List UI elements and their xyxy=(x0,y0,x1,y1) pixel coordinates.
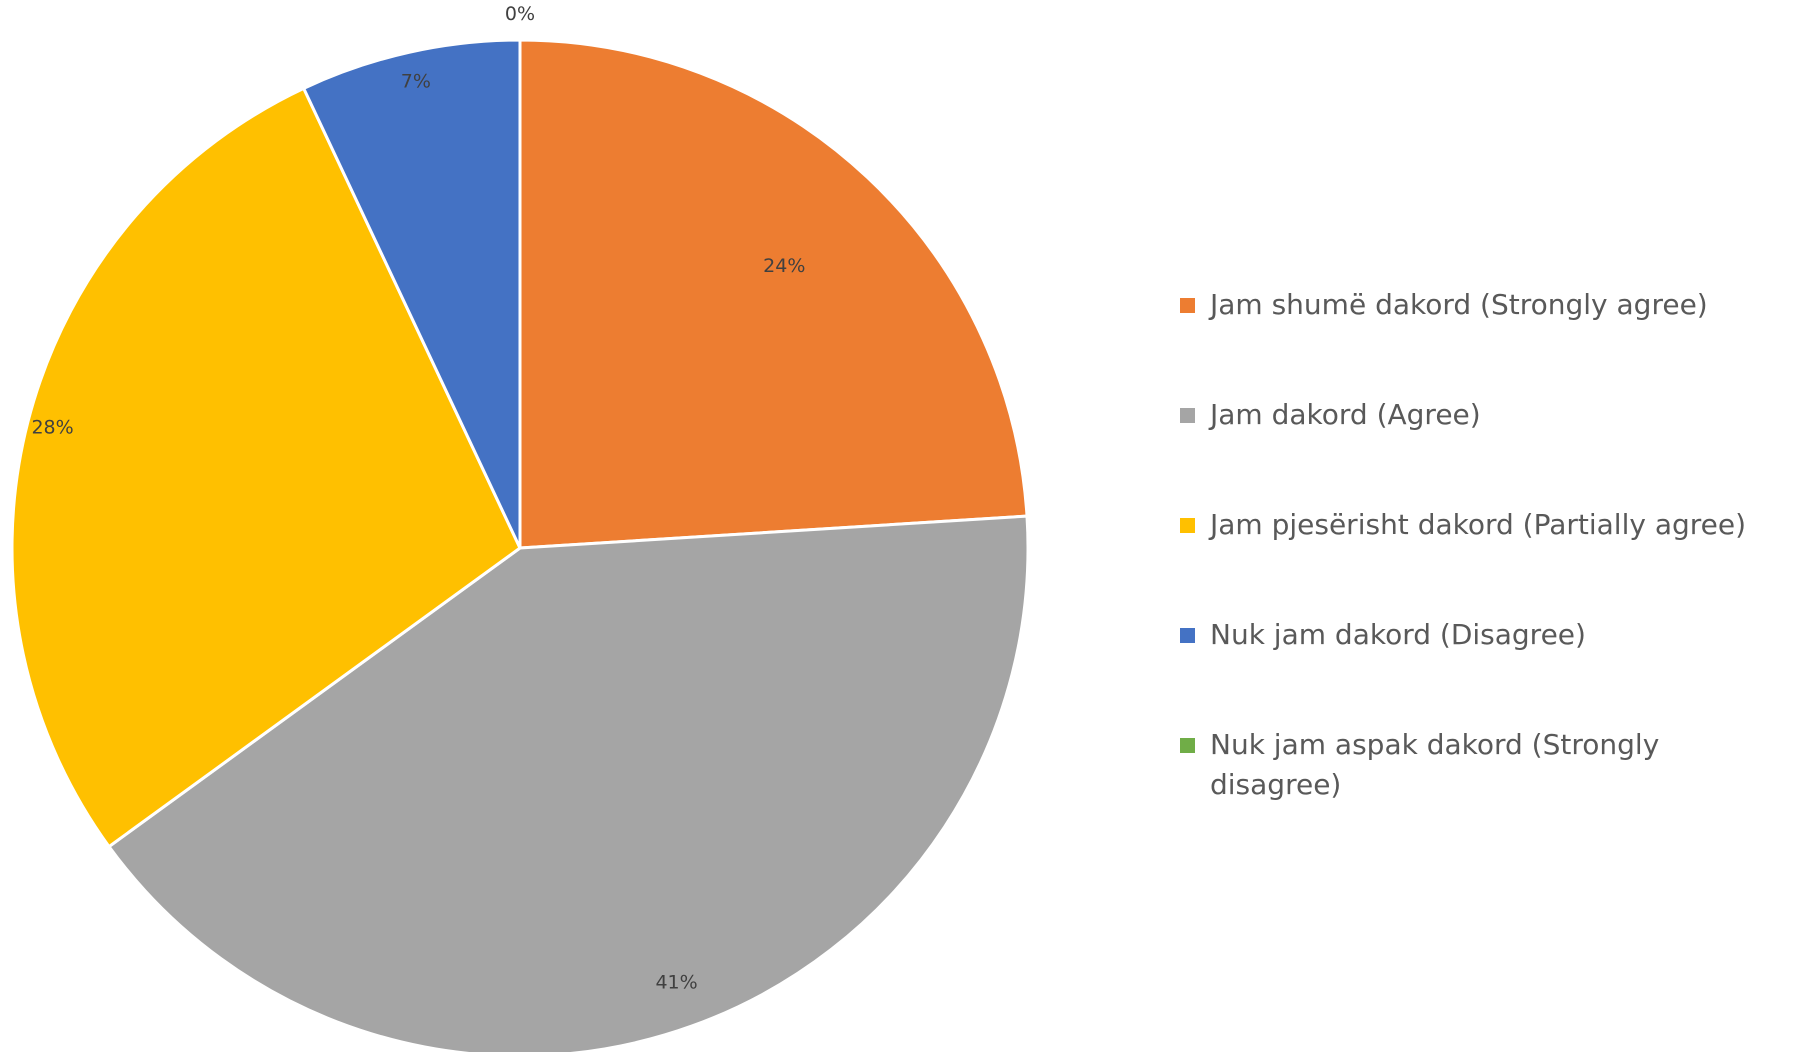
pie-slice-3 xyxy=(10,86,522,849)
legend-swatch-3 xyxy=(1180,518,1195,533)
legend: Jam shumë dakord (Strongly agree) Jam dak… xyxy=(1180,285,1780,875)
data-label-3: 28% xyxy=(31,416,73,438)
legend-swatch-1 xyxy=(1180,298,1195,313)
data-label-5: 0% xyxy=(505,3,535,25)
data-label-1: 24% xyxy=(763,255,805,277)
legend-label-2: Jam dakord (Agree) xyxy=(1210,398,1481,431)
legend-label-3: Jam pjesërisht dakord (Partially agree) xyxy=(1210,508,1747,541)
legend-item-3: Jam pjesërisht dakord (Partially agree) xyxy=(1180,505,1780,545)
legend-label-4: Nuk jam dakord (Disagree) xyxy=(1210,618,1586,651)
pie-slice-4 xyxy=(301,38,522,549)
legend-item-4: Nuk jam dakord (Disagree) xyxy=(1180,615,1780,655)
legend-item-5: Nuk jam aspak dakord (Strongly disagree) xyxy=(1180,725,1780,805)
data-label-4: 7% xyxy=(401,70,431,92)
legend-swatch-5 xyxy=(1180,738,1195,753)
data-label-2: 41% xyxy=(655,971,697,993)
legend-item-2: Jam dakord (Agree) xyxy=(1180,395,1780,435)
legend-label-5: Nuk jam aspak dakord (Strongly disagree) xyxy=(1210,728,1660,801)
legend-swatch-2 xyxy=(1180,408,1195,423)
legend-swatch-4 xyxy=(1180,628,1195,643)
legend-item-1: Jam shumë dakord (Strongly agree) xyxy=(1180,285,1780,325)
legend-label-1: Jam shumë dakord (Strongly agree) xyxy=(1210,288,1708,321)
pie-slice-2 xyxy=(106,514,1030,1052)
pie-slice-1 xyxy=(518,38,1029,550)
